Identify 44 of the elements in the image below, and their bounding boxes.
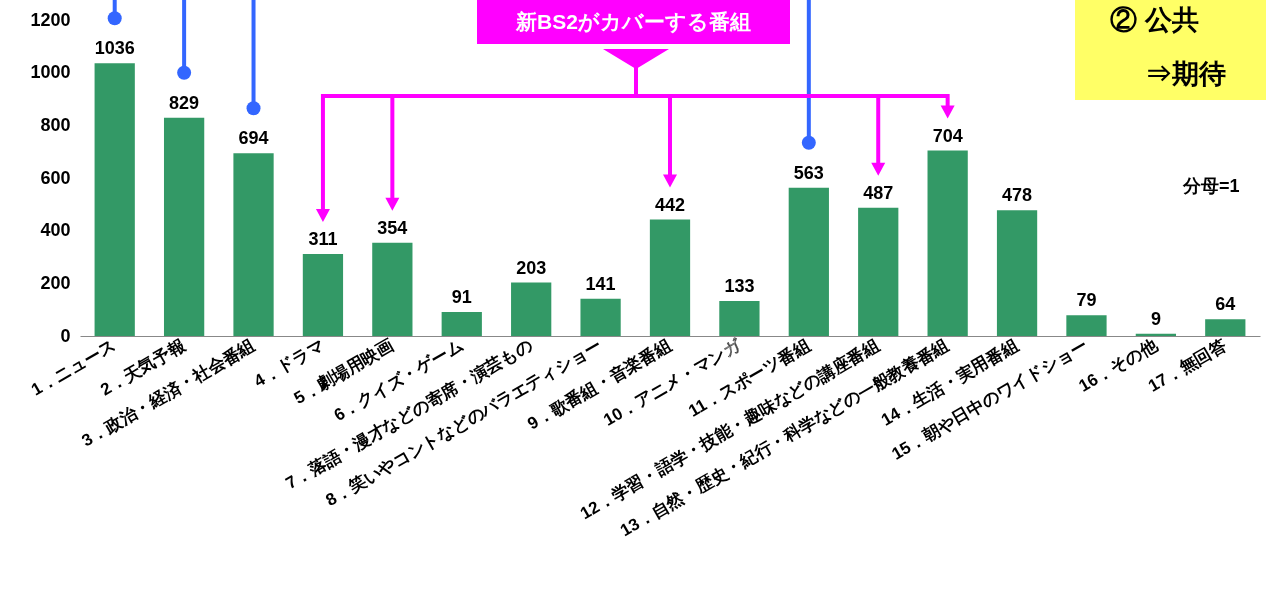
- bar: [94, 63, 135, 336]
- label-box: 新BS2がカバーする番組: [477, 0, 790, 44]
- bar: [163, 117, 205, 336]
- annotation: 分母=1: [1183, 175, 1240, 198]
- bar: [649, 219, 691, 336]
- bar: [1205, 319, 1246, 336]
- bar: [233, 153, 274, 336]
- bar: [511, 282, 552, 336]
- bar: [858, 207, 899, 336]
- data-label: 563: [793, 162, 824, 183]
- bar: [788, 187, 829, 336]
- bar: [996, 210, 1038, 336]
- y-tick-label: 200: [40, 272, 71, 293]
- data-label: 64: [1215, 294, 1236, 315]
- bar: [580, 298, 621, 336]
- data-label: 9: [1150, 308, 1161, 329]
- data-label: 141: [585, 273, 616, 294]
- bar: [719, 300, 760, 336]
- bar: [1066, 315, 1107, 336]
- data-label: 704: [932, 125, 963, 146]
- data-label: 133: [724, 275, 755, 296]
- data-label: 311: [308, 229, 338, 250]
- bar: [372, 242, 413, 336]
- data-label: 694: [238, 128, 269, 149]
- y-tick-label: 1200: [30, 9, 71, 30]
- y-tick-label: 800: [40, 114, 71, 135]
- annotation: ② 公共: [1110, 4, 1199, 37]
- data-label: 354: [377, 217, 408, 238]
- y-tick-label: 400: [40, 220, 71, 241]
- data-label: 442: [654, 194, 686, 215]
- bar: [927, 150, 968, 336]
- data-label: 478: [1002, 185, 1033, 206]
- data-label: 91: [451, 287, 472, 308]
- data-label: 487: [863, 182, 894, 203]
- bar: [441, 312, 482, 336]
- annotation: ⇒期待: [1145, 58, 1226, 91]
- y-tick-label: 0: [60, 325, 71, 346]
- data-label: 203: [516, 257, 547, 278]
- data-label: 79: [1076, 290, 1097, 311]
- data-label: 829: [169, 92, 200, 113]
- y-tick-label: 600: [40, 167, 71, 188]
- bar: [302, 254, 344, 336]
- y-tick-label: 1000: [30, 62, 71, 83]
- data-label: 1036: [94, 38, 135, 59]
